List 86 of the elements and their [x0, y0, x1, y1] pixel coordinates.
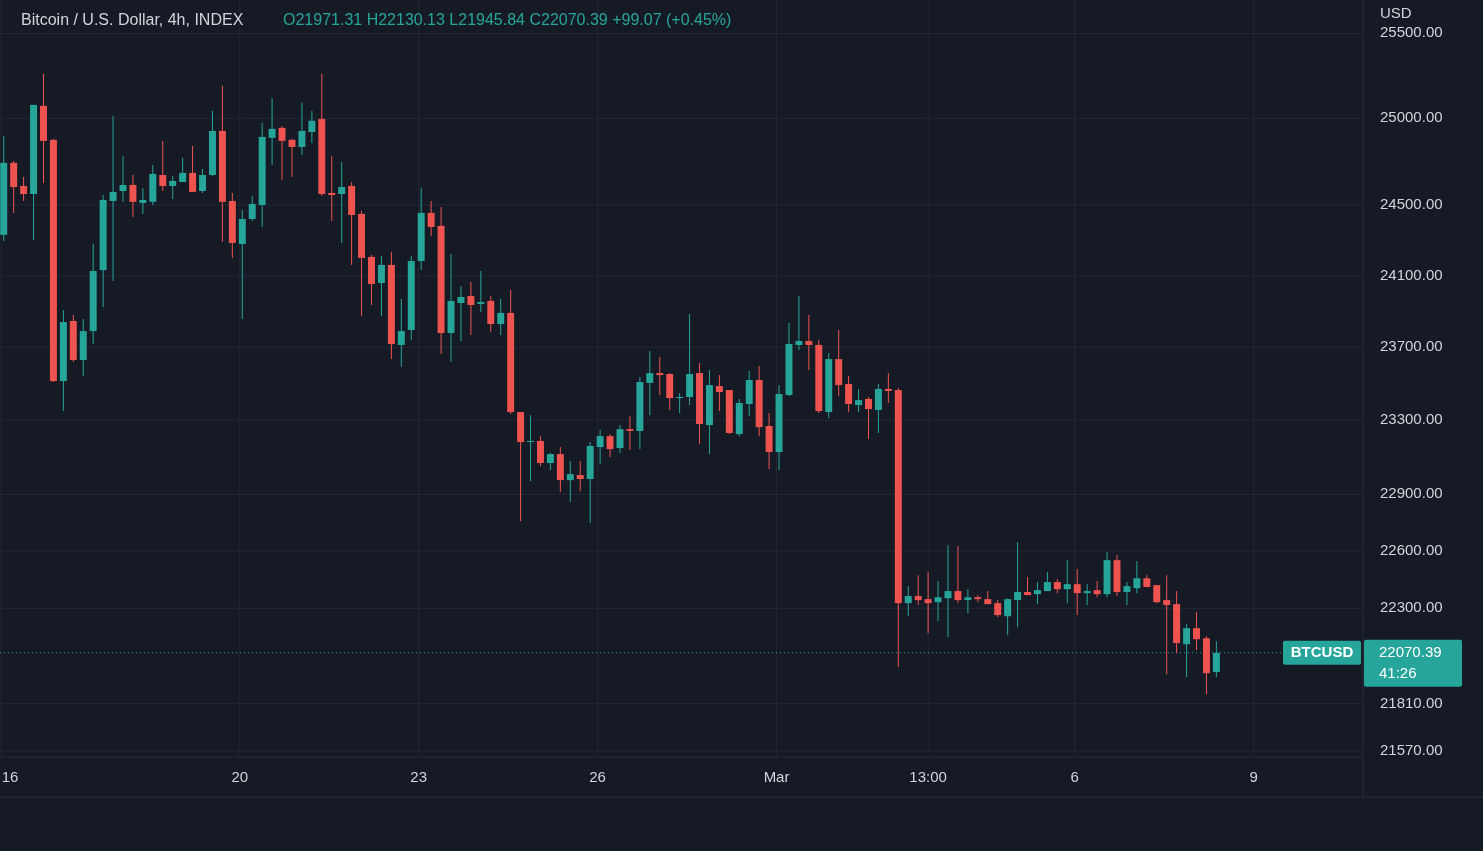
candlestick	[1212, 640, 1220, 678]
text: 41:26	[1379, 663, 1417, 681]
candlestick	[199, 168, 206, 194]
y-tick-label: 22900.00	[1380, 484, 1443, 502]
candlestick	[278, 125, 286, 181]
x-tick-label: 26	[589, 767, 606, 785]
x-tick-label: Mar	[763, 767, 790, 785]
candlestick	[169, 175, 177, 200]
text: O21971.31 H22130.13 L21945.84 C22070.39 +99.07 (+0.45%)	[283, 11, 732, 29]
candlestick	[845, 375, 853, 413]
candlestick	[656, 356, 664, 396]
y-tick-label: 21570.00	[1380, 741, 1443, 758]
candlestick	[497, 298, 505, 336]
candlestick	[139, 187, 147, 215]
candlestick	[1033, 581, 1041, 605]
candlestick	[1083, 583, 1091, 606]
candlestick	[954, 545, 962, 604]
candlestick	[874, 383, 882, 434]
candlestick	[934, 580, 942, 622]
y-tick-label: 24500.00	[1380, 194, 1443, 212]
candlestick	[477, 270, 485, 313]
candlestick	[268, 97, 276, 166]
candlestick	[20, 176, 28, 202]
y-tick-label: 25000.00	[1380, 108, 1443, 126]
candlestick	[686, 313, 694, 406]
candlestick	[1193, 611, 1200, 651]
candlestick	[924, 571, 932, 634]
candlestick	[566, 460, 574, 503]
y-tick-label: 25500.00	[1380, 23, 1443, 41]
candlestick	[646, 350, 654, 416]
candlestick	[805, 314, 813, 371]
y-tick-label: 22600.00	[1380, 541, 1443, 559]
x-tick-label: 6	[1070, 767, 1079, 785]
candlestick	[855, 388, 863, 413]
candlestick	[914, 574, 922, 606]
candlestick	[457, 285, 465, 342]
candlestick	[904, 585, 912, 617]
y-tick-label: 23300.00	[1380, 410, 1443, 428]
candlestick	[1123, 581, 1131, 606]
candlestick	[377, 255, 385, 317]
x-tick-label: 16	[1, 767, 19, 785]
candlestick	[1014, 541, 1022, 628]
x-tick-label: 13:00	[909, 767, 947, 785]
candlestick	[1163, 574, 1171, 675]
candlestick	[298, 102, 306, 156]
y-axis-title: USD	[1380, 3, 1412, 21]
candlestick	[129, 174, 137, 218]
candlestick	[1093, 580, 1101, 598]
candlestick	[427, 200, 435, 237]
ref-line-label: BTCUSD	[1290, 642, 1354, 660]
y-tick-label: 22300.00	[1380, 598, 1443, 616]
candlestick	[745, 370, 753, 417]
candlestick	[715, 374, 723, 412]
y-tick-label: 21810.00	[1380, 693, 1443, 711]
candlestick	[795, 295, 803, 351]
candlestick	[964, 588, 972, 614]
candlestick	[606, 433, 614, 458]
candlestick	[1153, 584, 1161, 604]
candlestick	[1133, 560, 1141, 594]
candlestick	[397, 298, 405, 368]
x-tick-label: 23	[410, 767, 428, 785]
x-tick-label: 9	[1249, 767, 1258, 785]
candlestick	[179, 157, 187, 183]
candlestick	[596, 429, 604, 465]
candlestick	[338, 161, 346, 244]
candlestick	[626, 415, 634, 451]
candlestick	[576, 460, 584, 492]
candlestick	[189, 145, 197, 193]
candlestick	[537, 435, 544, 467]
candlestick	[467, 281, 475, 336]
x-tick-label: 20	[231, 767, 249, 785]
y-tick-label: 23700.00	[1380, 337, 1443, 355]
text: Bitcoin / U.S. Dollar, 4h, INDEX	[21, 11, 244, 29]
candlestick	[1063, 559, 1071, 604]
candlestick	[1004, 597, 1012, 636]
y-tick-label: 24100.00	[1380, 265, 1443, 283]
candlestick	[487, 295, 495, 333]
candlestick	[109, 115, 117, 282]
candlestick	[865, 396, 872, 440]
candlestick	[308, 110, 316, 144]
candlestick	[248, 195, 256, 222]
candlestick	[884, 372, 892, 404]
candlestick	[1073, 568, 1081, 616]
candlestick	[159, 140, 167, 192]
text: 22070.39	[1379, 642, 1442, 660]
candlestick	[328, 155, 336, 222]
